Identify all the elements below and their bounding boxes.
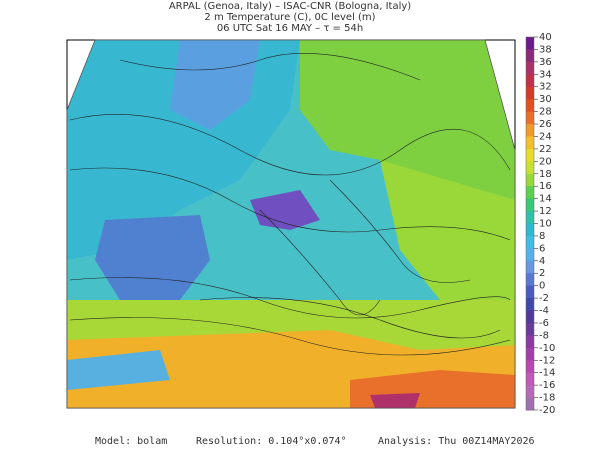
colorbar-segment — [526, 285, 534, 299]
colorbar-segment — [526, 49, 534, 63]
colorbar-segment — [526, 397, 534, 411]
colorbar-segment — [526, 248, 534, 262]
colorbar-segment — [526, 372, 534, 386]
colorbar-label: 36 — [539, 57, 552, 68]
footer-analysis: Analysis: Thu 00Z14MAY2026 — [378, 436, 535, 447]
colorbar-segment — [526, 136, 534, 150]
colorbar-segment — [526, 37, 534, 50]
colorbar-label: 26 — [539, 119, 552, 130]
colorbar-label: -14 — [539, 368, 555, 379]
colorbar-segment — [526, 322, 534, 336]
title-line: 06 UTC Sat 16 MAY – τ = 54h — [217, 23, 363, 34]
colorbar-label: -20 — [539, 405, 555, 416]
colorbar-segment — [526, 198, 534, 212]
colorbar-label: 28 — [539, 107, 552, 118]
colorbar-label: -18 — [539, 393, 555, 404]
colorbar-label: 14 — [539, 194, 552, 205]
colorbar-label: 16 — [539, 181, 552, 192]
colorbar-segment — [526, 186, 534, 200]
colorbar-label: 38 — [539, 44, 552, 55]
colorbar-segment — [526, 161, 534, 175]
colorbar-label: 8 — [539, 231, 545, 242]
colorbar-label: 34 — [539, 69, 552, 80]
colorbar-label: 18 — [539, 169, 552, 180]
footer-model: Model: bolam — [95, 436, 167, 447]
colorbar-label: -4 — [539, 306, 549, 317]
colorbar-label: 0 — [539, 281, 545, 292]
colorbar-label: -10 — [539, 343, 555, 354]
title-line: ARPAL (Genoa, Italy) – ISAC-CNR (Bologna… — [169, 1, 411, 12]
colorbar-label: 2 — [539, 268, 545, 279]
colorbar-label: 22 — [539, 144, 552, 155]
colorbar-label: 10 — [539, 219, 552, 230]
colorbar-label: 6 — [539, 243, 545, 254]
colorbar-segment — [526, 61, 534, 75]
colorbar-segment — [526, 235, 534, 249]
colorbar-label: 30 — [539, 94, 552, 105]
colorbar-segment — [526, 273, 534, 287]
colorbar-segment — [526, 347, 534, 361]
colorbar-segment — [526, 173, 534, 187]
colorbar-segment — [526, 335, 534, 349]
colorbar-segment — [526, 211, 534, 224]
colorbar-segment — [526, 223, 534, 237]
colorbar-segment — [526, 298, 534, 312]
colorbar-segment — [526, 99, 534, 113]
colorbar-label: -16 — [539, 380, 555, 391]
map — [66, 39, 516, 409]
title-line: 2 m Temperature (C), 0C level (m) — [204, 12, 375, 23]
colorbar-label: -6 — [539, 318, 549, 329]
colorbar-segment — [526, 148, 534, 162]
colorbar-segment — [526, 260, 534, 274]
colorbar-label: -2 — [539, 293, 549, 304]
colorbar-segment — [526, 124, 534, 137]
colorbar-label: 40 — [539, 32, 552, 43]
colorbar-segment — [526, 310, 534, 324]
colorbar-label: 20 — [539, 156, 552, 167]
colorbar-segment — [526, 360, 534, 374]
colorbar-segment — [526, 86, 534, 100]
colorbar-segment — [526, 111, 534, 125]
colorbar-label: -8 — [539, 330, 549, 341]
colorbar-segment — [526, 74, 534, 88]
colorbar-segment — [526, 385, 534, 399]
colorbar-label: 12 — [539, 206, 552, 217]
colorbar-label: 24 — [539, 131, 552, 142]
colorbar: 4038363432302826242220181614121086420-2-… — [525, 32, 555, 416]
colorbar-label: -12 — [539, 355, 555, 366]
footer-resolution: Resolution: 0.104°x0.074° — [196, 436, 347, 447]
colorbar-label: 4 — [539, 256, 545, 267]
colorbar-label: 32 — [539, 82, 552, 93]
